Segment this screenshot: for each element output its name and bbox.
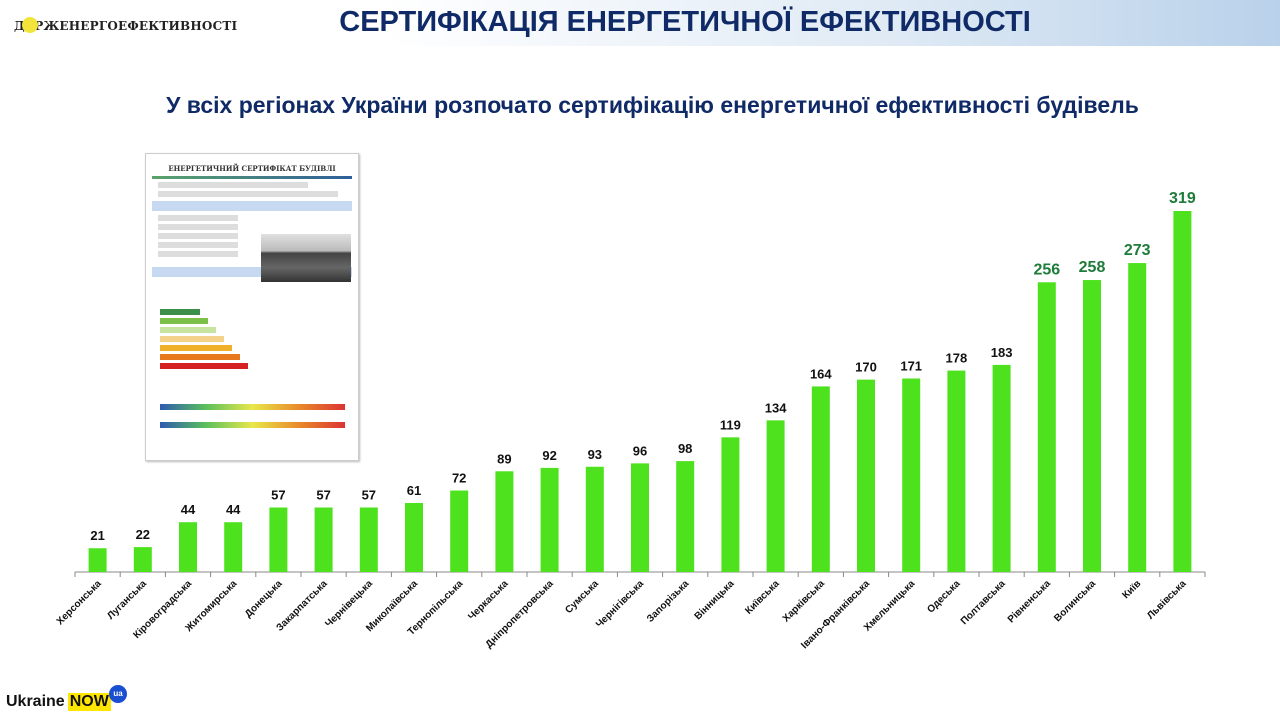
data-label: 93 [588,447,602,462]
category-label: Закарпатська [274,578,330,634]
bar [766,420,785,572]
category-label: Житомирська [183,578,240,635]
certificate-title: ЕНЕРГЕТИЧНИЙ СЕРТИФІКАТ БУДІВЛІ [168,164,336,173]
bar [811,386,830,572]
category-label: Миколаївська [364,578,420,634]
bar [359,507,378,572]
data-label: 319 [1169,190,1196,207]
agency-logo-text: ДЕРЖЕНЕРГОЕФЕКТИВНОСТІ [14,19,238,33]
bar [133,547,152,572]
category-label: Одеська [925,578,962,615]
ukraine-now-logo-badge: ua [109,685,127,703]
data-label: 72 [452,471,466,486]
ukraine-now-logo-main: Ukraine [6,693,65,710]
bar [405,502,423,572]
data-label: 89 [497,451,511,466]
category-label: Сумська [563,578,601,616]
bar [314,507,333,572]
data-label: 21 [90,528,104,543]
bar [1037,282,1056,572]
bar [676,461,695,572]
data-label: 57 [271,487,285,502]
category-label: Волинська [1052,578,1098,624]
category-label: Київська [743,578,782,617]
category-label: Чернівецька [323,578,375,630]
bar [224,522,243,572]
data-label: 61 [407,483,421,498]
data-label: 178 [946,351,968,366]
data-label: 134 [765,400,787,415]
category-label: Київ [1121,578,1144,601]
bar [269,507,288,572]
category-label: Тернопільська [406,578,466,638]
building-photo [261,234,351,282]
category-label: Луганська [105,578,149,622]
data-label: 44 [226,502,241,517]
data-label: 273 [1124,242,1151,259]
ukraine-now-logo: Ukraine NOW ua [6,685,127,711]
bar [631,463,649,572]
category-label: Полтавська [959,578,1008,627]
bar [585,466,604,572]
data-label: 170 [855,360,877,375]
data-label: 22 [136,527,150,542]
bar [902,378,921,572]
data-label: 119 [720,417,741,432]
data-label: 98 [678,441,692,456]
bar [721,437,740,572]
bar [1128,263,1147,572]
data-label: 183 [991,345,1013,360]
category-label: Хмельницька [862,578,918,634]
category-label: Вінницька [693,578,737,622]
bar [495,471,514,572]
data-label: 44 [181,502,196,517]
category-label: Чернігівська [594,578,646,630]
data-label: 57 [362,487,376,502]
bar [992,364,1011,572]
category-label: Івано-Франківська [799,578,872,651]
bar [450,490,469,572]
data-label: 164 [810,366,832,381]
bar [88,548,107,572]
category-label: Харківська [781,578,827,624]
data-label: 171 [900,358,922,373]
data-label: 92 [542,448,556,463]
data-label: 96 [633,443,647,458]
category-label: Донецька [243,578,285,620]
bar [947,370,966,572]
category-label: Херсонська [55,578,104,627]
agency-logo: ДЕРЖЕНЕРГОЕФЕКТИВНОСТІ [4,4,238,48]
bar [1083,280,1101,572]
data-label: 258 [1079,259,1106,276]
certificate-image: ЕНЕРГЕТИЧНИЙ СЕРТИФІКАТ БУДІВЛІ [145,153,359,461]
category-label: Кіровоградська [131,578,194,641]
category-label: Черкаська [466,578,511,623]
data-label: 57 [316,487,330,502]
bar [540,467,559,572]
bar [179,522,197,572]
bar [857,379,875,572]
category-label: Рівненська [1006,578,1053,625]
ukraine-now-logo-now: NOW [67,693,111,711]
bar [1173,211,1192,572]
page-title: СЕРТИФІКАЦІЯ ЕНЕРГЕТИЧНОЇ ЕФЕКТИВНОСТІ [339,6,1031,38]
data-label: 256 [1033,261,1060,278]
category-label: Запорізька [645,578,692,625]
category-label: Дніпропетровська [484,578,556,650]
page-subtitle: У всіх регіонах України розпочато сертиф… [166,92,1139,118]
category-label: Львівська [1145,578,1189,622]
